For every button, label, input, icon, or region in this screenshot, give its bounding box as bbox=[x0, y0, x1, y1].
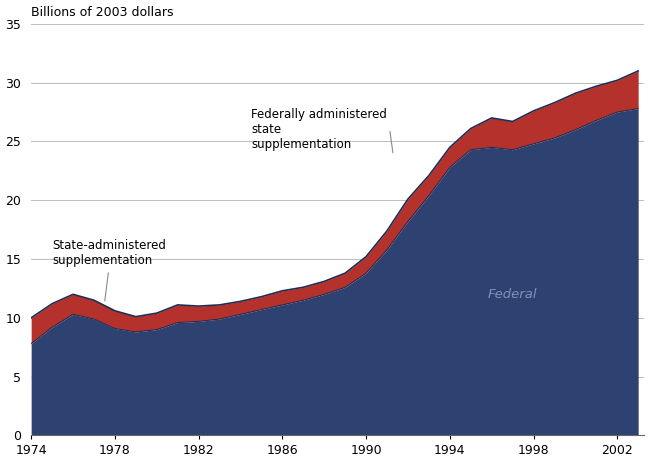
Text: Billions of 2003 dollars: Billions of 2003 dollars bbox=[31, 6, 174, 19]
Text: State-administered
supplementation: State-administered supplementation bbox=[52, 239, 166, 301]
Text: Federally administered
state
supplementation: Federally administered state supplementa… bbox=[251, 108, 393, 153]
Text: Federal: Federal bbox=[488, 288, 538, 301]
